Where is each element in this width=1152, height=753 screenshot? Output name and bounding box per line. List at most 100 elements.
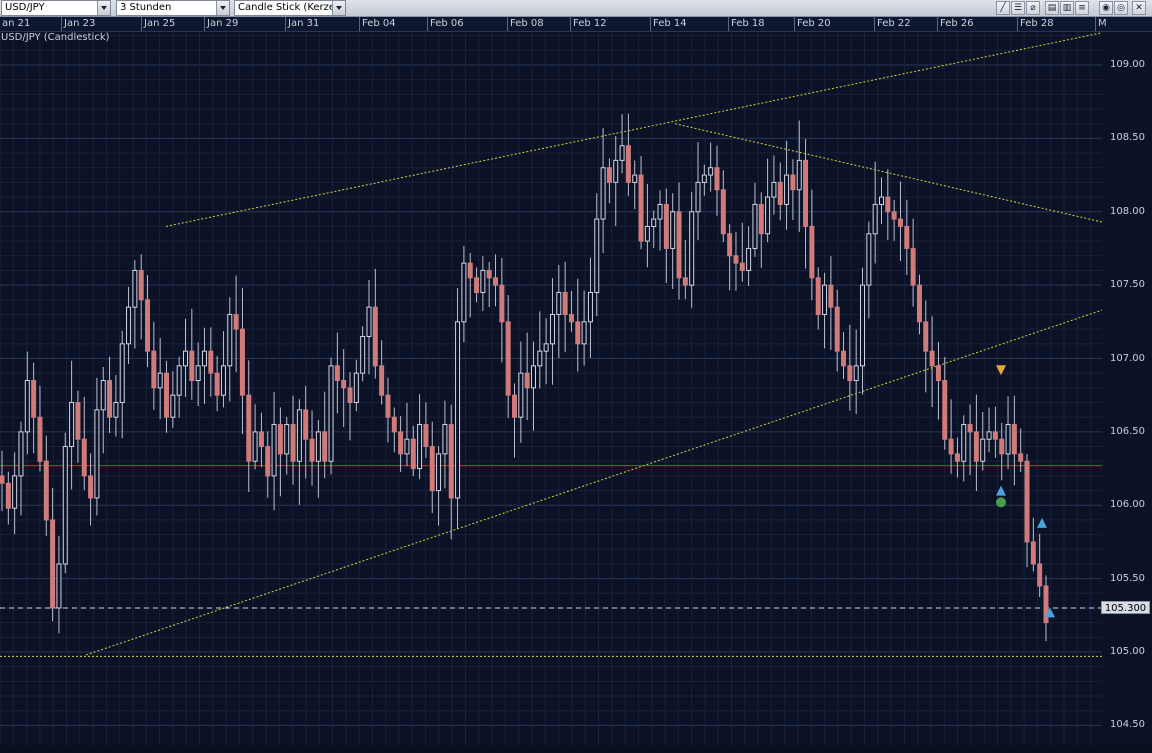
signal-dot-icon <box>996 497 1006 508</box>
candle-body <box>1011 424 1017 455</box>
candle-body <box>322 431 328 462</box>
chevron-down-icon[interactable] <box>97 1 110 15</box>
candle-body <box>796 159 802 191</box>
eraser-icon[interactable]: ⌀ <box>1026 1 1040 15</box>
date-tick-label: Feb 18 <box>731 18 765 29</box>
symbol-select[interactable]: USD/JPY <box>1 0 111 16</box>
candle-body <box>145 299 151 352</box>
settings-icon[interactable]: ◉ <box>1099 1 1113 15</box>
signal-arrow-up-icon <box>996 485 1006 496</box>
candle-body <box>505 321 511 396</box>
candle-body <box>910 247 916 286</box>
chart-bars-icon[interactable]: ▤ <box>1045 1 1059 15</box>
date-axis: an 21 Jan 23 Jan 25 Jan 29 Jan 31 Feb 04 Feb 0… <box>0 17 1152 32</box>
price-tick-label: 106.50 <box>1110 425 1145 437</box>
candle-body <box>442 424 448 455</box>
chevron-down-icon[interactable] <box>216 1 229 15</box>
price-tick-label: 104.50 <box>1110 719 1145 731</box>
candle-body <box>897 218 903 227</box>
candle-body <box>1037 563 1043 587</box>
candle-body <box>689 211 695 286</box>
candle-body <box>878 196 884 205</box>
candle-body <box>727 233 733 257</box>
price-tick-label: 106.00 <box>1110 499 1145 511</box>
candle-body <box>296 409 302 462</box>
candle-body <box>568 313 574 323</box>
candle-body <box>606 167 612 183</box>
candle-body <box>227 313 233 367</box>
draw-line-icon[interactable]: ╱ <box>996 1 1010 15</box>
close-icon[interactable]: ✕ <box>1132 1 1146 15</box>
candle-body <box>961 424 967 462</box>
date-tick-separator <box>359 17 360 31</box>
date-tick-label: Jan 25 <box>144 18 176 29</box>
date-tick-label: Feb 12 <box>573 18 607 29</box>
candle-body <box>151 350 157 389</box>
date-tick-separator <box>285 17 286 31</box>
indicator-icon[interactable]: ▥ <box>1060 1 1074 15</box>
candle-body <box>119 343 125 404</box>
date-tick-separator <box>141 17 142 31</box>
candle-body <box>341 380 347 389</box>
candle-body <box>81 438 87 477</box>
candle-body <box>24 380 30 433</box>
chart-type-select[interactable]: Candle Stick (Kerze <box>234 0 346 16</box>
candle-body <box>100 380 106 411</box>
date-tick-label: Feb 20 <box>797 18 831 29</box>
candle-body <box>138 269 144 301</box>
candle-body <box>417 424 423 470</box>
price-tick-label: 109.00 <box>1110 59 1145 70</box>
candle-body <box>746 247 752 271</box>
candle-body <box>284 424 290 455</box>
date-tick-separator <box>937 17 938 31</box>
candle-body <box>31 380 37 418</box>
candle-body <box>682 277 688 286</box>
price-tick-label: 107.50 <box>1110 279 1145 291</box>
chart-plot-area[interactable] <box>0 32 1102 753</box>
trendline-lower-channel <box>85 309 1102 656</box>
gear-icon[interactable]: ◎ <box>1114 1 1128 15</box>
signal-arrow-up-icon <box>1045 607 1055 618</box>
candle-body <box>410 438 416 470</box>
bottom-scrollbar[interactable] <box>0 745 1152 753</box>
candle-body <box>18 431 24 477</box>
candle-body <box>885 196 891 213</box>
candle-body <box>50 519 56 609</box>
interval-select[interactable]: 3 Stunden <box>116 0 230 16</box>
candle-body <box>277 424 283 455</box>
list-icon[interactable]: ≡ <box>1075 1 1089 15</box>
chevron-down-icon[interactable] <box>332 1 345 15</box>
candle-body <box>107 380 113 418</box>
candle-body <box>891 211 897 220</box>
candle-body <box>126 306 132 345</box>
candle-body <box>904 225 910 249</box>
candle-body <box>94 409 100 499</box>
chart-title: USD/JPY (Candlestick) <box>1 32 110 43</box>
candle-body <box>436 453 442 492</box>
candle-body <box>246 394 252 462</box>
candle-body <box>790 174 796 191</box>
candle-body <box>385 394 391 418</box>
date-tick-label: Feb 06 <box>430 18 464 29</box>
date-tick-label: Feb 28 <box>1020 18 1054 29</box>
plot-background <box>0 32 1102 753</box>
candle-body <box>176 365 182 396</box>
candle-body <box>75 402 81 440</box>
date-tick-separator <box>427 17 428 31</box>
date-tick-separator <box>874 17 875 31</box>
price-tick-label: 108.50 <box>1110 132 1145 144</box>
candle-body <box>328 365 334 462</box>
candle-body <box>828 284 834 308</box>
candle-body <box>455 321 461 499</box>
fibonacci-icon[interactable]: ☰ <box>1011 1 1025 15</box>
candle-body <box>967 424 973 433</box>
date-tick-label: Feb 26 <box>940 18 974 29</box>
date-tick-label: Feb 22 <box>877 18 911 29</box>
candle-body <box>1024 460 1030 543</box>
candle-body <box>448 424 454 499</box>
candle-body <box>5 482 11 509</box>
candle-body <box>739 262 745 271</box>
candle-body <box>379 365 385 396</box>
price-axis: 109.00 108.50 108.00 107.50 107.00 106.50 106.… <box>1102 32 1152 753</box>
candle-body <box>999 438 1005 455</box>
